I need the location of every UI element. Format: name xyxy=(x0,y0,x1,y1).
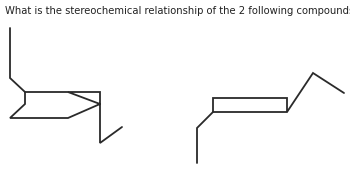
Text: What is the stereochemical relationship of the 2 following compounds?: What is the stereochemical relationship … xyxy=(5,6,350,16)
